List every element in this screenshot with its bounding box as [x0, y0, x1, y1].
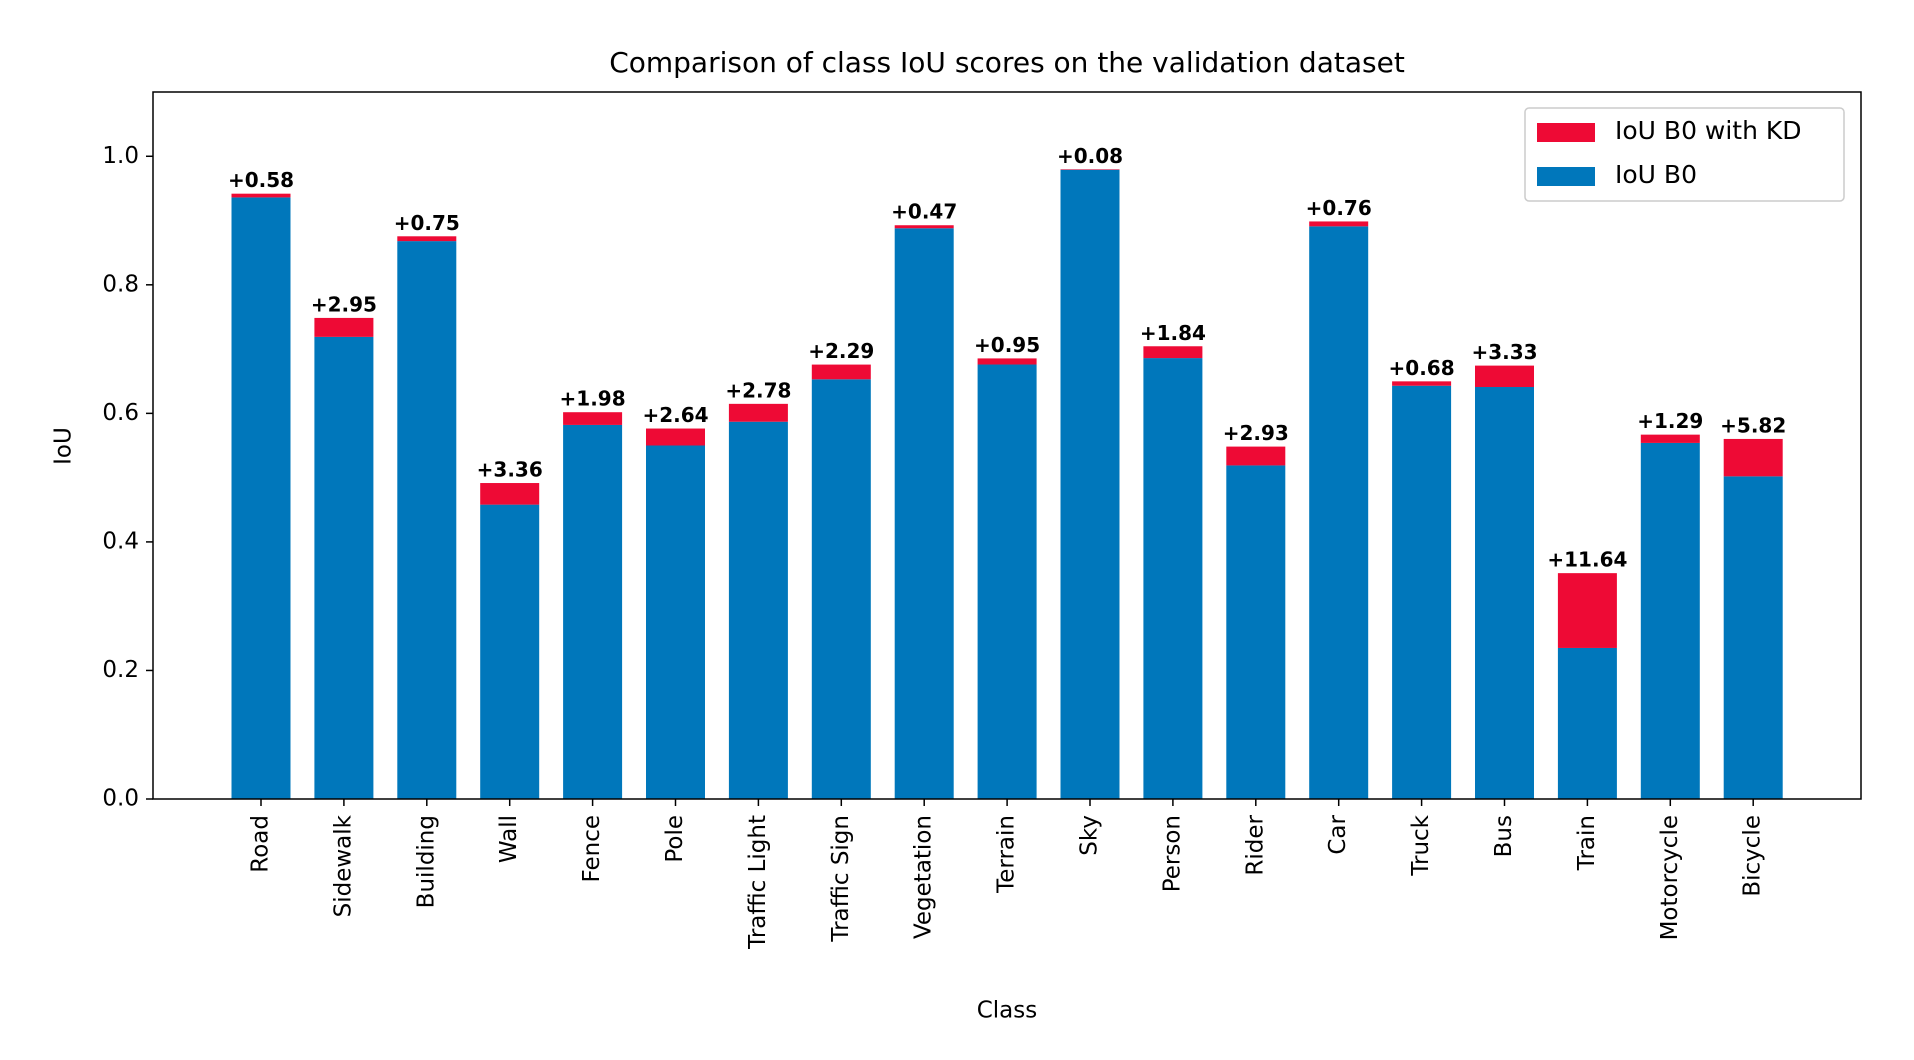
bar-segment	[977, 358, 1037, 365]
bar-segment	[728, 421, 788, 799]
y-tick-label: 0.6	[102, 400, 139, 426]
value-label: +2.93	[1223, 421, 1289, 445]
bar-segment	[1226, 446, 1286, 466]
y-axis-label: IoU	[51, 427, 77, 465]
bar-segment	[1392, 385, 1452, 799]
value-label: +2.29	[808, 339, 874, 363]
bar-segment	[314, 336, 374, 799]
bar-segment	[1475, 365, 1534, 388]
bar-segment	[397, 236, 457, 242]
bar-segment	[1723, 438, 1783, 477]
value-label: +1.84	[1140, 321, 1206, 345]
x-tick-label: Bus	[1491, 815, 1517, 857]
value-label: +5.82	[1720, 413, 1786, 437]
x-tick-label: Sidewalk	[330, 814, 356, 917]
axes-frame	[152, 91, 1862, 800]
value-label: +0.76	[1306, 196, 1372, 220]
bar-segment	[977, 364, 1037, 799]
value-label: +0.95	[974, 333, 1040, 357]
x-tick-label: Bicycle	[1740, 815, 1766, 897]
value-label: +1.98	[560, 387, 626, 411]
x-tick-label: Person	[1159, 815, 1185, 892]
bar-segment	[1060, 169, 1120, 799]
value-label: +0.58	[228, 168, 294, 192]
value-label: +0.08	[1057, 144, 1123, 168]
x-tick-label: Traffic Sign	[828, 815, 854, 943]
x-tick-label: Traffic Light	[745, 815, 771, 950]
y-tick-label: 0.4	[102, 528, 139, 554]
value-label: +11.64	[1547, 548, 1627, 572]
value-label: +3.36	[477, 458, 543, 482]
x-tick-label: Vegetation	[911, 815, 937, 939]
bar-segment	[563, 424, 623, 799]
bar-segment	[231, 193, 291, 198]
legend-box	[1524, 107, 1845, 202]
bar-segment	[646, 428, 705, 446]
x-tick-label: Car	[1325, 814, 1351, 854]
bar-segment	[1640, 434, 1700, 443]
bar-segment	[1640, 442, 1700, 799]
bar-segment	[480, 483, 540, 505]
bar-segment	[314, 317, 374, 337]
bar-segment	[1226, 465, 1286, 799]
value-label: +1.29	[1637, 409, 1703, 433]
x-tick-label: Rider	[1242, 814, 1268, 875]
bar-segment	[1143, 358, 1203, 799]
x-tick-label: Road	[248, 815, 274, 873]
bar-segment	[1309, 221, 1369, 227]
value-label: +0.47	[891, 200, 957, 224]
legend-label: IoU B0 with KD	[1615, 116, 1802, 145]
bar-segment	[728, 403, 788, 422]
x-tick-label: Pole	[662, 815, 688, 863]
value-label: +2.78	[725, 378, 791, 402]
bar-segment	[894, 225, 954, 229]
legend-label: IoU B0	[1615, 160, 1697, 189]
bar-segment	[1392, 381, 1452, 386]
bar-segment	[646, 445, 705, 799]
bar-segment	[1557, 573, 1617, 648]
y-tick-label: 0.0	[102, 786, 139, 812]
chart-title: Comparison of class IoU scores on the va…	[609, 46, 1405, 79]
bar-segment	[1475, 387, 1534, 799]
bar-segment	[1060, 169, 1120, 170]
value-label: +0.75	[394, 211, 460, 235]
legend-swatch	[1537, 123, 1595, 142]
x-tick-label: Truck	[1408, 814, 1434, 876]
bar-segment	[811, 379, 871, 799]
x-tick-label: Terrain	[994, 815, 1020, 894]
x-tick-label: Motorcycle	[1657, 815, 1683, 940]
bar-segment	[397, 241, 457, 799]
value-label: +2.64	[642, 403, 708, 427]
x-tick-label: Sky	[1077, 815, 1103, 856]
bar-segment	[231, 197, 291, 799]
legend-swatch	[1537, 167, 1595, 186]
x-tick-label: Building	[413, 815, 439, 908]
bar-segment	[894, 228, 954, 799]
y-tick-label: 0.8	[102, 271, 139, 297]
y-tick-label: 1.0	[102, 143, 139, 169]
bar-segment	[1143, 346, 1203, 359]
x-tick-label: Train	[1574, 815, 1600, 871]
x-tick-label: Fence	[579, 815, 605, 883]
bar-segment	[1309, 226, 1369, 799]
x-axis-label: Class	[977, 998, 1038, 1024]
bar-segment	[811, 364, 871, 380]
bar-segment	[563, 412, 623, 425]
bar-segment	[480, 504, 540, 799]
x-tick-label: Wall	[496, 815, 522, 863]
value-label: +0.68	[1389, 356, 1455, 380]
y-tick-label: 0.2	[102, 657, 139, 683]
bar-segment	[1557, 647, 1617, 799]
value-label: +3.33	[1471, 340, 1537, 364]
bar-segment	[1723, 476, 1783, 799]
value-label: +2.95	[311, 292, 377, 316]
